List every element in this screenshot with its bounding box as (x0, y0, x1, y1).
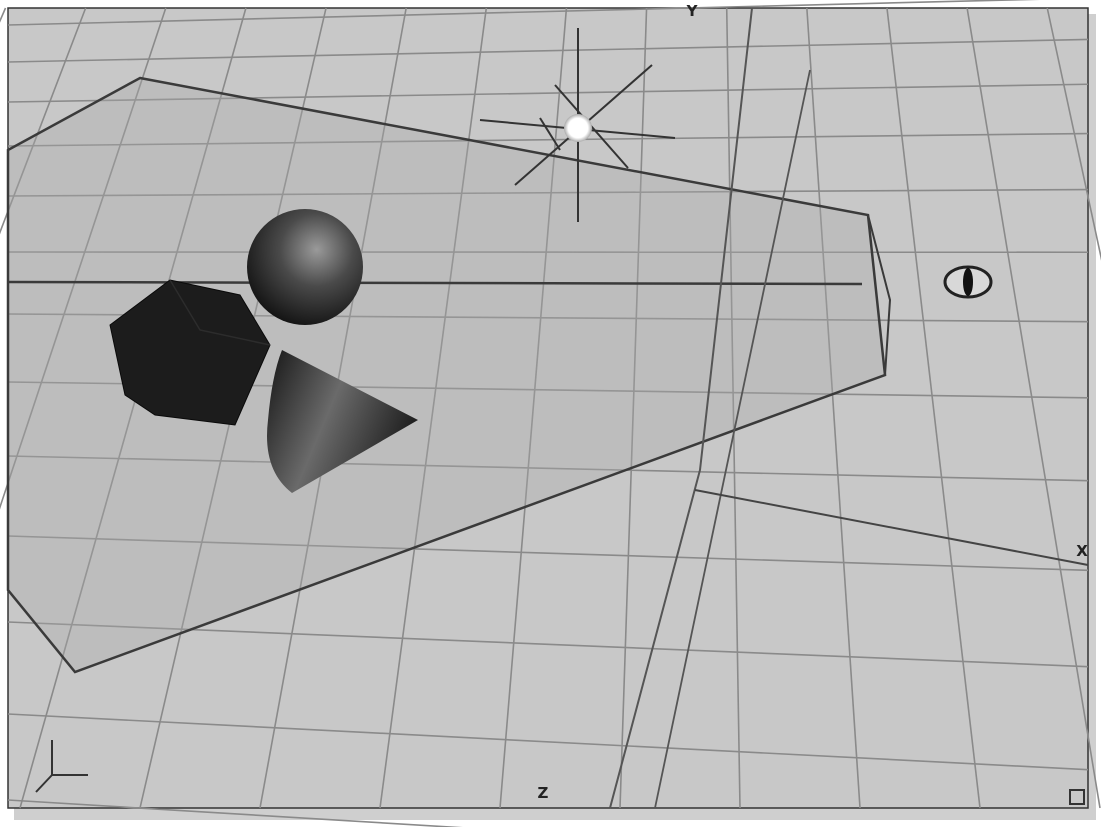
axis-label-x: X (1076, 542, 1088, 560)
light (479, 28, 676, 222)
corner-button[interactable] (1069, 789, 1085, 805)
grid-line (7, 38, 1089, 63)
y-axis-line (609, 7, 753, 809)
grid-line (725, 7, 741, 809)
axis-label-z: Z (538, 784, 549, 802)
grid-line (1046, 7, 1101, 261)
cube (109, 279, 271, 426)
horizon-line (7, 280, 863, 286)
grid-line (7, 0, 1041, 26)
axis-label-y: Y (686, 2, 699, 20)
grid-line (379, 7, 488, 809)
cone (267, 350, 418, 493)
camera-icon[interactable] (943, 265, 993, 299)
grid-line (966, 7, 1101, 809)
axis-gizmo (35, 740, 88, 793)
cube-edge (169, 279, 271, 346)
grid-line (7, 535, 1089, 572)
grid-line (0, 7, 7, 23)
grid-line (7, 83, 1089, 103)
grid-line (19, 7, 247, 809)
plane-edge (867, 214, 892, 376)
grid-line (7, 799, 463, 827)
grid-line (886, 7, 981, 809)
grid-line (0, 7, 167, 510)
grid-line (7, 455, 1089, 482)
grid-line (7, 713, 1089, 771)
grid-line (806, 7, 861, 809)
x-axis-line (694, 489, 1089, 566)
z-axis-line (654, 69, 811, 809)
grid-line (619, 7, 648, 809)
grid-line (7, 132, 1089, 147)
sphere (247, 209, 363, 325)
grid-line (0, 7, 87, 235)
